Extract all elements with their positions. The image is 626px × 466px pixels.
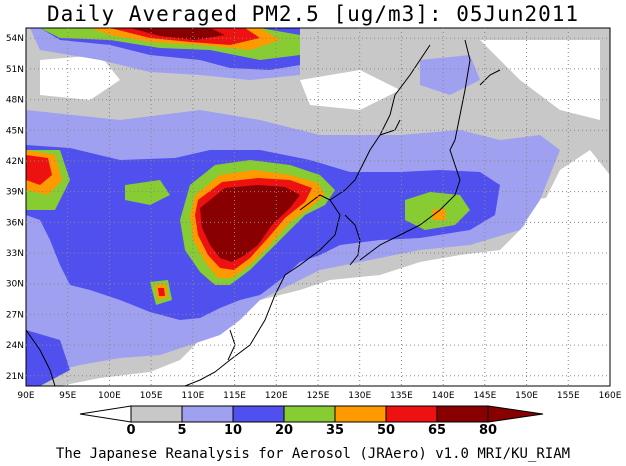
legend-swatch-above bbox=[487, 405, 544, 423]
legend-label: 35 bbox=[326, 423, 344, 438]
lon-tick-label: 125E bbox=[307, 391, 330, 401]
legend-swatch bbox=[283, 405, 336, 423]
lon-tick-label: 150E bbox=[515, 391, 538, 401]
legend-label: 80 bbox=[479, 423, 497, 438]
legend-label: 10 bbox=[224, 423, 242, 438]
lat-tick-label: 30N bbox=[6, 280, 24, 290]
lon-tick-label: 105E bbox=[140, 391, 163, 401]
lon-tick-label: 120E bbox=[265, 391, 288, 401]
lon-tick-label: 155E bbox=[557, 391, 580, 401]
pm25-map: 90E 95E 100E 105E 110E 115E 120E 125E 130E 135E 14… bbox=[6, 27, 622, 438]
legend-swatch bbox=[181, 405, 234, 423]
pm25-field bbox=[26, 28, 610, 386]
lat-tick-label: 54N bbox=[6, 34, 24, 44]
lat-tick-label: 33N bbox=[6, 249, 24, 259]
color-legend: 0 5 10 20 35 50 65 80 bbox=[79, 405, 544, 438]
legend-label: 5 bbox=[177, 423, 186, 438]
legend-label: 0 bbox=[126, 423, 135, 438]
map-title: Daily Averaged PM2.5 [ug/m3]: 05Jun2011 bbox=[46, 2, 580, 26]
lon-tick-label: 160E bbox=[599, 391, 622, 401]
lon-tick-label: 90E bbox=[17, 391, 34, 401]
lat-tick-label: 48N bbox=[6, 96, 24, 106]
lat-tick-label: 45N bbox=[6, 126, 24, 136]
lat-tick-label: 51N bbox=[6, 65, 24, 75]
lon-tick-label: 130E bbox=[348, 391, 371, 401]
data-source-footer: The Japanese Reanalysis for Aerosol (JRA… bbox=[55, 446, 571, 462]
lon-tick-label: 135E bbox=[390, 391, 413, 401]
legend-label: 65 bbox=[428, 423, 446, 438]
lat-tick-label: 21N bbox=[6, 372, 24, 382]
lat-tick-label: 27N bbox=[6, 310, 24, 320]
legend-swatch bbox=[385, 405, 438, 423]
lon-tick-label: 95E bbox=[59, 391, 76, 401]
lat-tick-label: 36N bbox=[6, 218, 24, 228]
legend-swatch bbox=[130, 405, 183, 423]
lon-tick-label: 100E bbox=[98, 391, 121, 401]
legend-label: 50 bbox=[377, 423, 395, 438]
gridlines bbox=[26, 28, 610, 386]
contour-level-80 bbox=[200, 185, 300, 262]
lon-tick-label: 145E bbox=[473, 391, 496, 401]
legend-swatch bbox=[232, 405, 285, 423]
lat-tick-label: 42N bbox=[6, 157, 24, 167]
legend-swatch bbox=[334, 405, 387, 423]
legend-swatch-below bbox=[79, 405, 132, 423]
legend-label: 20 bbox=[275, 423, 293, 438]
lon-tick-label: 110E bbox=[181, 391, 204, 401]
legend-swatch bbox=[436, 405, 489, 423]
lon-tick-label: 115E bbox=[223, 391, 246, 401]
latitude-labels: 21N 24N 27N 30N 33N 36N 39N 42N 45N 48N 51N 54N bbox=[6, 34, 24, 382]
lat-tick-label: 24N bbox=[6, 341, 24, 351]
longitude-labels: 90E 95E 100E 105E 110E 115E 120E 125E 130E 135E 14… bbox=[17, 391, 621, 401]
lat-tick-label: 39N bbox=[6, 188, 24, 198]
lon-tick-label: 140E bbox=[432, 391, 455, 401]
coastlines bbox=[26, 39, 501, 386]
